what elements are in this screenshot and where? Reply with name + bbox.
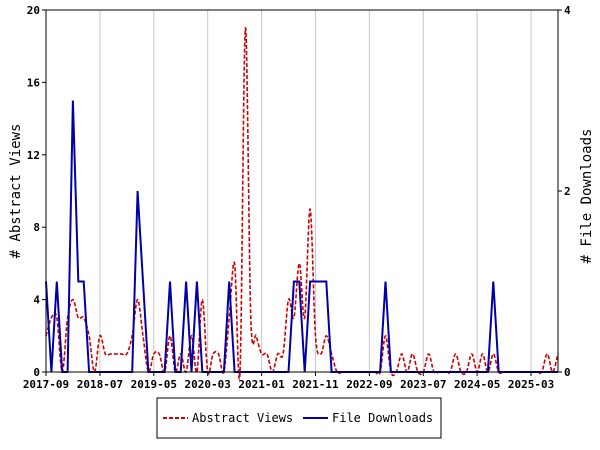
y2-tick-label: 2	[564, 185, 571, 198]
x-tick-label: 2020-03	[185, 378, 231, 391]
x-tick-label: 2017-09	[23, 378, 69, 391]
y2-axis-title: # File Downloads	[579, 129, 595, 264]
x-tick-label: 2021-01	[238, 378, 285, 391]
legend-label-file-downloads: File Downloads	[332, 411, 433, 425]
x-tick-label: 2024-05	[454, 378, 500, 391]
y-tick-label: 0	[33, 366, 40, 379]
x-tick-label: 2025-03	[508, 378, 554, 391]
y-axis-right: 0 2 4	[558, 4, 571, 379]
legend: Abstract Views File Downloads	[156, 397, 442, 439]
grid-lines	[45, 10, 532, 372]
series-layer	[45, 27, 559, 380]
x-tick-label: 2023-07	[400, 378, 446, 391]
y-tick-label: 4	[33, 294, 40, 307]
y-tick-label: 20	[27, 4, 40, 17]
legend-box	[156, 397, 442, 439]
x-tick-label: 2018-07	[77, 378, 123, 391]
legend-label-abstract-views: Abstract Views	[192, 411, 293, 425]
x-axis: 2017-09 2018-07 2019-05 2020-03 2021-01 2021-…	[23, 372, 554, 391]
y2-tick-label: 0	[564, 366, 571, 379]
y2-tick-label: 4	[564, 4, 571, 17]
x-tick-label: 2022-09	[346, 378, 392, 391]
y-tick-label: 16	[27, 76, 41, 89]
x-tick-label: 2021-11	[292, 378, 339, 391]
series-line-abstract-views	[45, 27, 559, 380]
y-axis-left: 0 4 8 12 16 20	[27, 4, 46, 379]
y-axis-title: # Abstract Views	[8, 124, 24, 259]
y-tick-label: 12	[27, 149, 40, 162]
series-line-file-downloads	[45, 100, 558, 373]
x-tick-label: 2019-05	[131, 378, 177, 391]
y-tick-label: 8	[33, 221, 40, 234]
